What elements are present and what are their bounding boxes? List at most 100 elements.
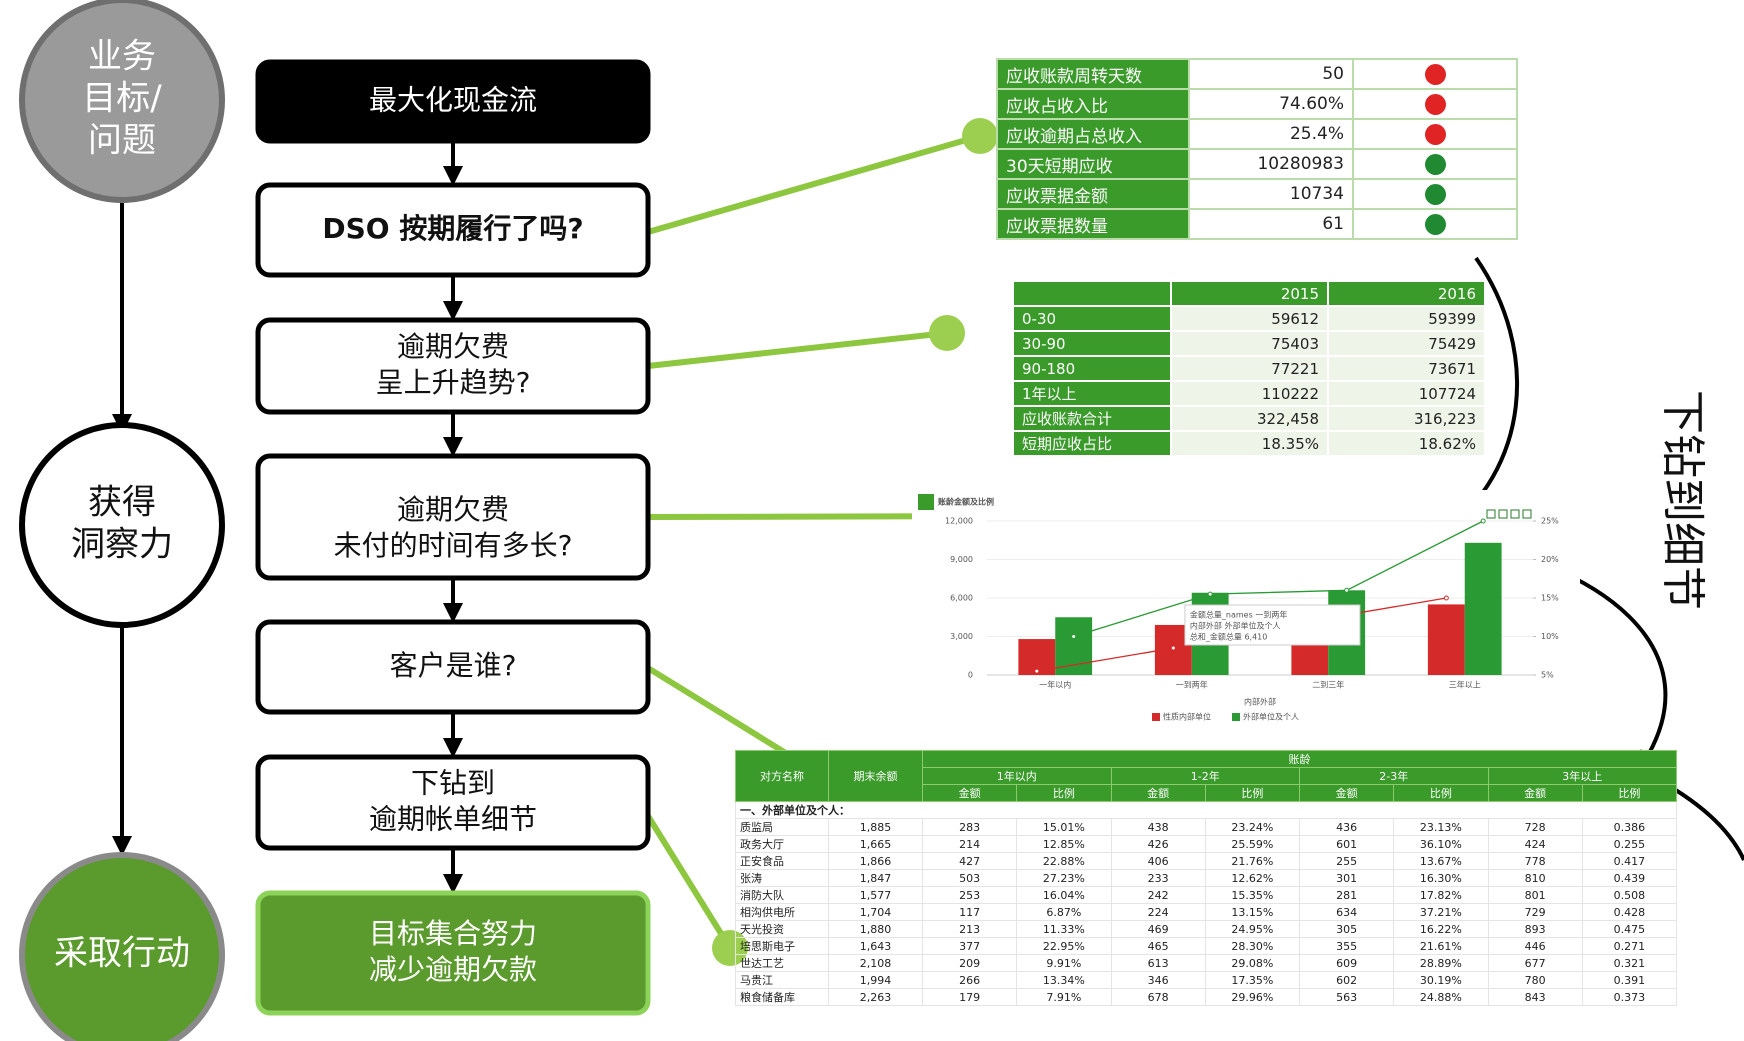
bar (1427, 604, 1465, 675)
cell: 21.61% (1393, 937, 1489, 955)
kpi-label: 30天短期应收 (996, 148, 1190, 180)
cell: 75403 (1170, 330, 1329, 357)
group-header: 1-2年 (1110, 767, 1300, 785)
cell: 18.62% (1327, 430, 1486, 457)
cell: 255 (1298, 852, 1395, 870)
aging-row: 90-180 77221 73671 (1012, 355, 1486, 382)
cell: 政务大厅 (735, 835, 829, 853)
cell: 24.95% (1204, 920, 1301, 938)
cell: 465 (1110, 937, 1206, 955)
side-label: 下钻到细节 (1657, 390, 1708, 610)
tooltip-text: 总和_金额总量 6,410 (1190, 632, 1267, 642)
y-tick-label: 0 (968, 671, 973, 680)
detail-row: 世达工艺 2,108 209 9.91% 613 29.08% 609 28.89% 677 0.… (735, 954, 1678, 972)
cell: 609 (1298, 954, 1395, 972)
cell: 30.19% (1393, 971, 1489, 989)
cell: 28.30% (1204, 937, 1301, 955)
detail-row: 马贵江 1,994 266 13.34% 346 17.35% 602 30.19% 780 0.… (735, 971, 1678, 989)
cell: 438 (1110, 818, 1206, 836)
cell: 1,643 (828, 937, 923, 955)
kpi-row: 应收占收入比 74.60% (996, 88, 1518, 120)
header-cell: 期末余额 (828, 750, 923, 802)
cell: 1,880 (828, 920, 923, 938)
cell: 224 (1110, 903, 1206, 921)
cell: 634 (1298, 903, 1395, 921)
x-tick-label: 二到三年 (1312, 680, 1344, 690)
flow-box (255, 619, 651, 715)
cell: 427 (921, 852, 1018, 870)
flow-text: 下钻到 (411, 767, 495, 800)
cell: 16.22% (1393, 920, 1489, 938)
ratio-point (1344, 587, 1350, 593)
row-label: 0-30 (1012, 305, 1172, 332)
cell: 503 (921, 869, 1018, 887)
toolbar-icon (1510, 509, 1520, 519)
aging-row: 30-90 75403 75429 (1012, 330, 1486, 357)
cell: 0.321 (1581, 954, 1678, 972)
group-header: 2-3年 (1299, 767, 1489, 785)
cell: 0.428 (1581, 903, 1678, 921)
cell: 424 (1487, 835, 1583, 853)
goal-text: 洞察力 (71, 525, 173, 565)
kpi-row: 应收账款周转天数 50 (996, 58, 1518, 90)
flow-text: DSO 按期履行了吗? (322, 212, 583, 245)
kpi-row: 应收逾期占总收入 25.4% (996, 118, 1518, 150)
aging-chart: 账龄金额及比例 0 3,000 6,000 9,000 12,000 5% 10% 15% 20%… (912, 490, 1580, 730)
kpi-status (1352, 178, 1518, 210)
status-dot (1424, 183, 1446, 205)
header-cell: 账龄 (922, 750, 1677, 768)
connector (645, 814, 733, 950)
sub-header: 比例 (1204, 784, 1301, 802)
cell: 18.35% (1170, 430, 1329, 457)
ratio-point (1071, 634, 1077, 639)
kpi-status (1352, 58, 1518, 90)
y2-tick-label: 25% (1541, 517, 1559, 526)
row-label: 短期应收占比 (1012, 430, 1172, 457)
x-axis-label: 内部外部 (1244, 697, 1276, 707)
flow-text: 最大化现金流 (369, 84, 537, 117)
kpi-status (1352, 118, 1518, 150)
status-dot (1424, 123, 1446, 145)
legend-label: 外部单位及个人 (1243, 712, 1299, 722)
cell: 355 (1298, 937, 1395, 955)
cell: 214 (921, 835, 1018, 853)
row-label: 30-90 (1012, 330, 1172, 357)
cell: 406 (1110, 852, 1206, 870)
ratio-point (1480, 518, 1486, 524)
cell: 322,458 (1170, 405, 1329, 432)
cell: 305 (1298, 920, 1395, 938)
goal-circle (19, 0, 225, 203)
detail-row: 政务大厅 1,665 214 12.85% 426 25.59% 601 36.10% 424 0… (735, 835, 1678, 853)
toolbar-icon (1498, 509, 1508, 519)
aging-header: 2015 2016 (1012, 280, 1486, 307)
legend-label: 性质内部单位 (1163, 712, 1211, 722)
ratio-line (1073, 520, 1484, 638)
kpi-label: 应收账款周转天数 (996, 58, 1190, 90)
kpi-table: 应收账款周转天数 50 应收占收入比 74.60% 应收逾期占总收入 25.4% 30天短期… (996, 58, 1518, 240)
flow-text: 未付的时间有多长? (334, 529, 573, 562)
kpi-label: 应收票据金额 (996, 178, 1190, 210)
y-tick-label: 9,000 (950, 555, 973, 564)
cell: 0.391 (1581, 971, 1678, 989)
cell: 7.91% (1016, 988, 1112, 1006)
cell: 209 (921, 954, 1018, 972)
cell: 相沟供电所 (735, 903, 829, 921)
cell: 843 (1487, 988, 1583, 1006)
cell: 729 (1487, 903, 1583, 921)
detail-row: 消防大队 1,577 253 16.04% 242 15.35% 281 17.82% 801 0… (735, 886, 1678, 904)
group-header: 3年以上 (1487, 767, 1677, 785)
cell: 0.417 (1581, 852, 1678, 870)
header-row: 1年以内 1-2年 2-3年 3年以上 (736, 767, 1677, 785)
sub-header: 比例 (1393, 784, 1489, 802)
cell: 1,665 (828, 835, 923, 853)
cell: 36.10% (1393, 835, 1489, 853)
sub-header: 金额 (1110, 784, 1206, 802)
cell: 107724 (1327, 380, 1486, 407)
toolbar-icon (1522, 509, 1532, 519)
y2-tick-label: 10% (1541, 632, 1559, 641)
bar (1055, 617, 1093, 675)
aging-row: 短期应收占比 18.35% 18.62% (1012, 430, 1486, 457)
cell: 粮食储备库 (735, 988, 829, 1006)
kpi-value: 61 (1188, 208, 1354, 240)
